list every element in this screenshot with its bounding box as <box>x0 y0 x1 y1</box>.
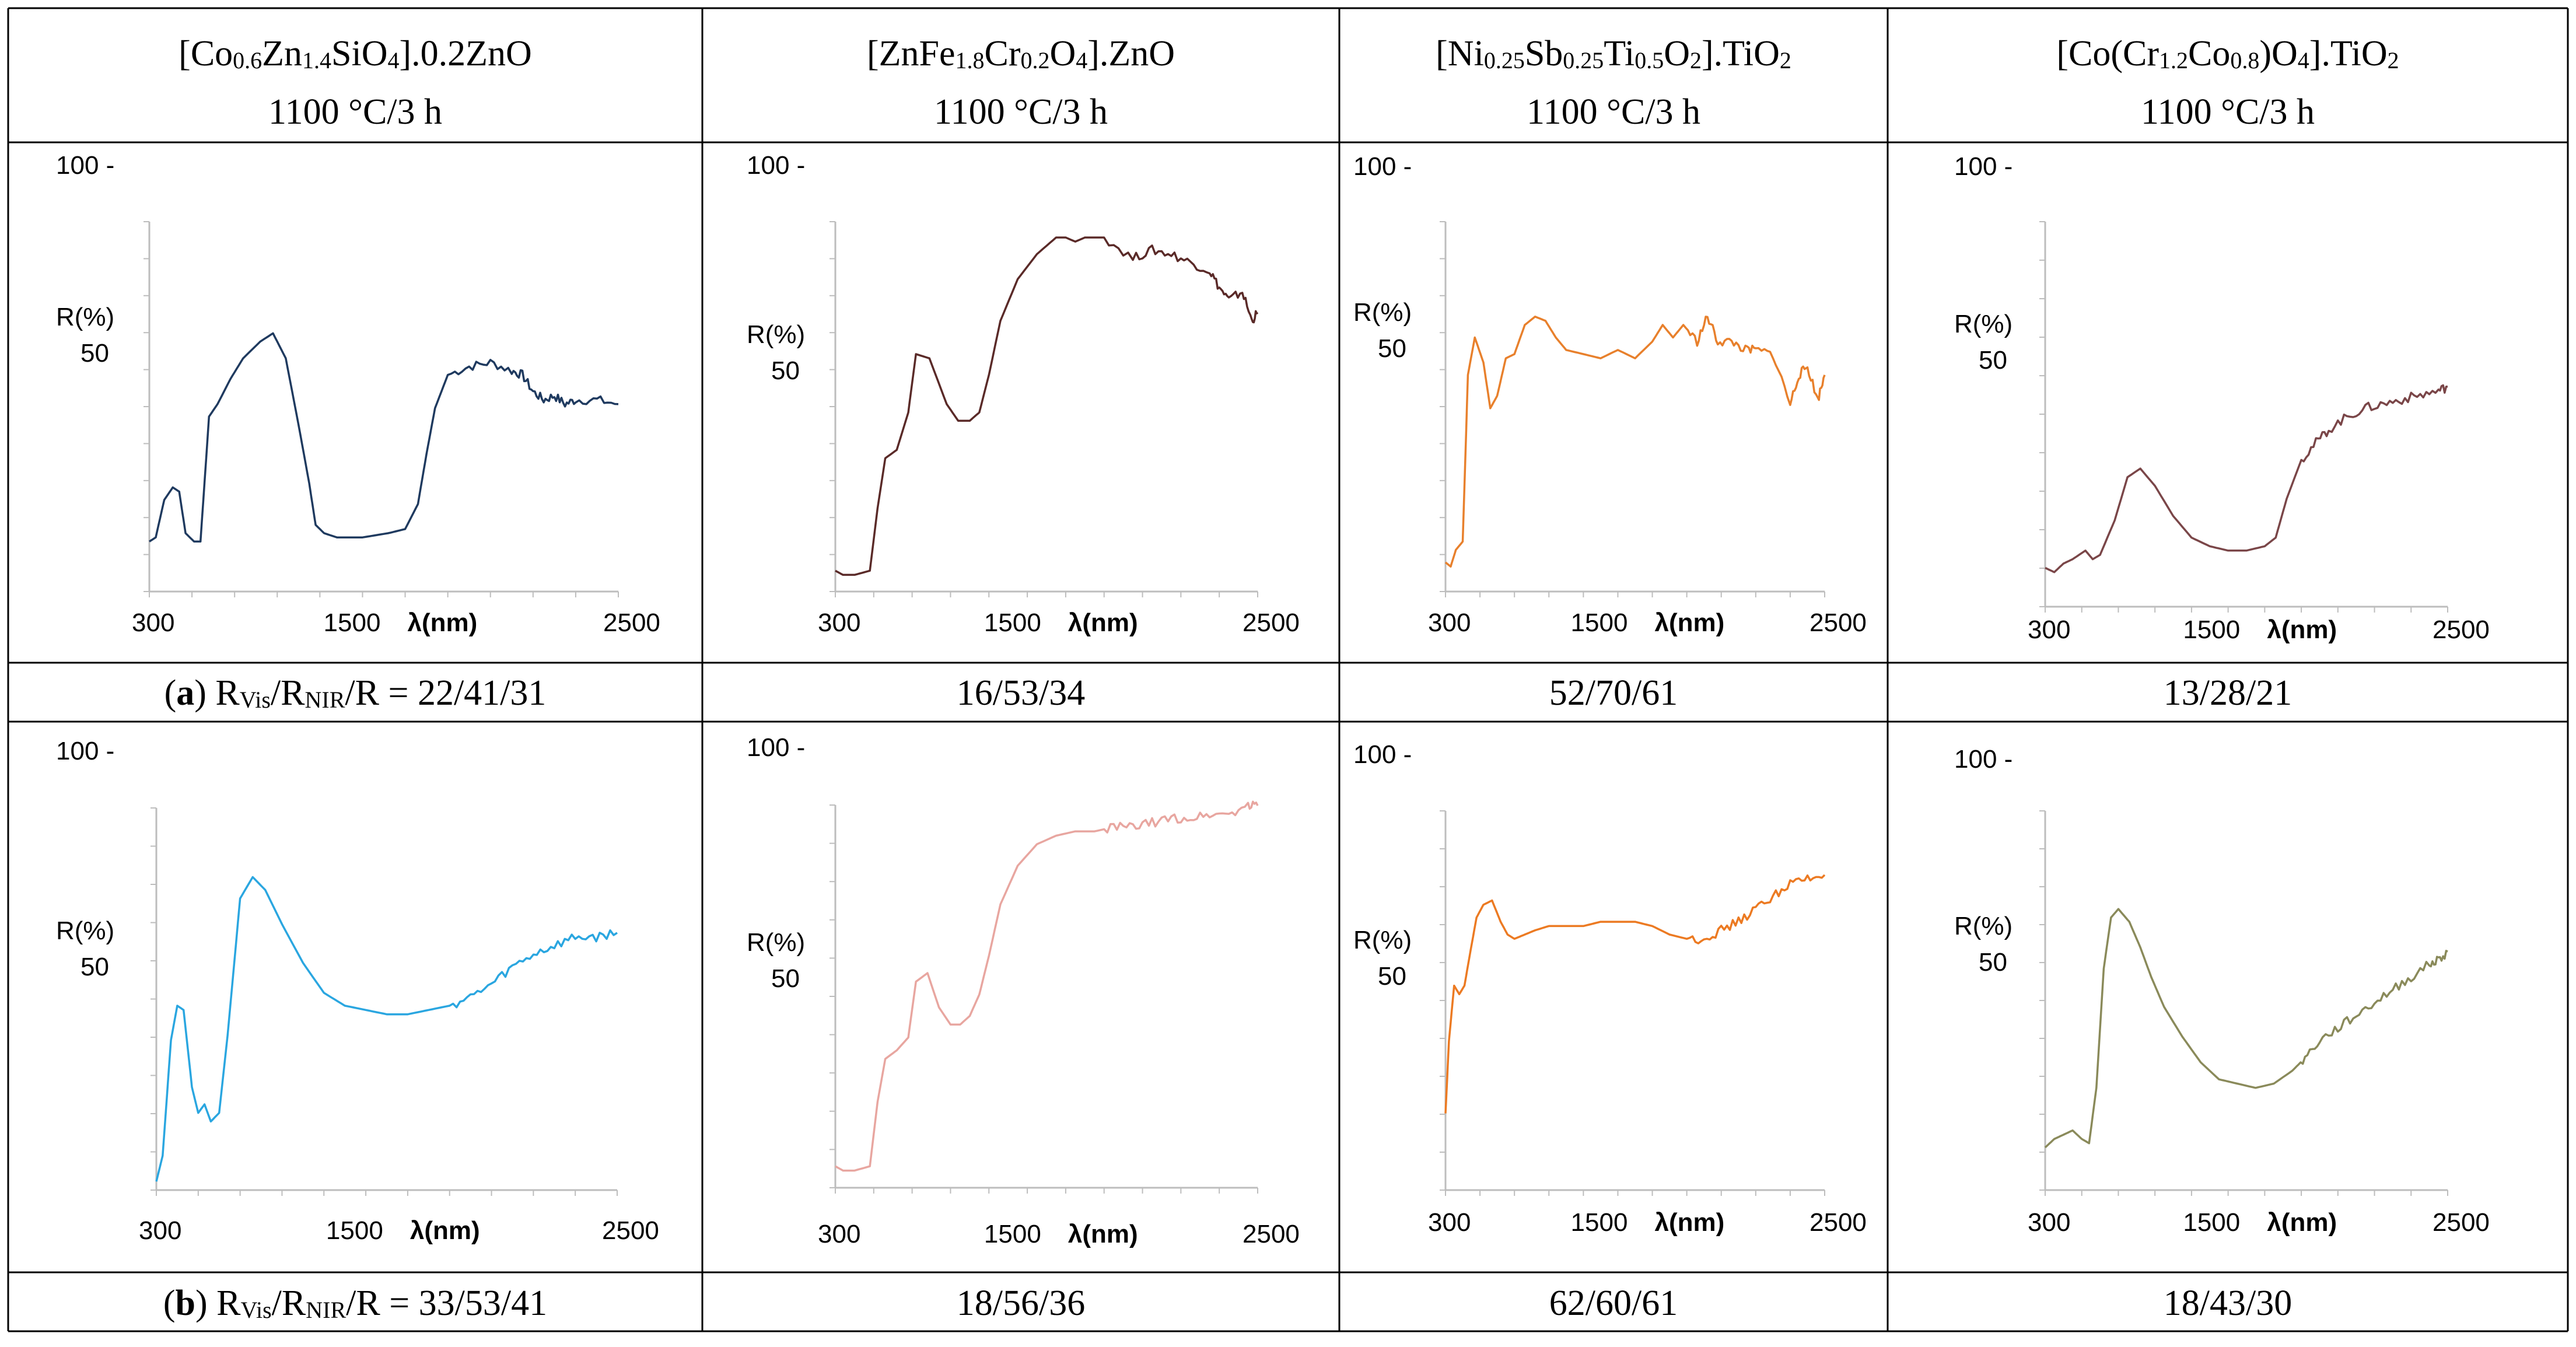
x-tick-label: 300 <box>2028 615 2070 644</box>
chart-panel-a-2: 100 - R(%) 50 300 1500 λ(nm) 2500 <box>747 151 1300 637</box>
x-tick-label: 300 <box>1428 608 1471 637</box>
chart-panel-b-4: 100 - R(%) 50 300 1500 λ(nm) 2500 <box>1954 745 2490 1237</box>
x-tick-label: 2500 <box>1242 608 1300 637</box>
x-tick-label: 2500 <box>2432 1208 2490 1237</box>
column-title: [Co0.6Zn1.4SiO4].0.2ZnO <box>178 34 532 74</box>
x-tick-label: 300 <box>818 608 860 637</box>
y-tick-label: 50 <box>80 953 109 981</box>
series-line <box>1444 874 1826 1114</box>
x-tick-label: 300 <box>1428 1208 1471 1237</box>
x-tick-label: 2500 <box>603 608 660 637</box>
x-tick-label: 2500 <box>1810 1208 1867 1237</box>
y-tick-label: 100 - <box>747 151 805 180</box>
x-tick-label: 1500 <box>984 1220 1041 1248</box>
y-axis-label: R(%) <box>1353 298 1412 327</box>
column-title: [Co(Cr1.2Co0.8)O4].TiO2 <box>2056 34 2399 74</box>
chart-panels: 100 - R(%) 50 300 1500 λ(nm) 2500 100 - R(%) 50 30… <box>56 151 2490 1248</box>
column-title: [Ni0.25Sb0.25Ti0.5O2].TiO2 <box>1436 34 1791 74</box>
y-tick-label: 50 <box>1979 346 2007 375</box>
x-tick-label: 1500 <box>1571 608 1628 637</box>
y-tick-label: 100 - <box>1954 745 2013 774</box>
x-tick-label: 2500 <box>1242 1220 1300 1248</box>
y-tick-label: 50 <box>771 964 800 993</box>
y-tick-label: 50 <box>1979 948 2007 977</box>
column-title: [ZnFe1.8Cr0.2O4].ZnO <box>867 34 1175 74</box>
y-axis-label: R(%) <box>56 916 114 945</box>
y-axis-label: R(%) <box>747 320 805 349</box>
column-condition: 1100 °C/3 h <box>1527 92 1700 132</box>
column-condition: 1100 °C/3 h <box>2141 92 2315 132</box>
y-tick-label: 100 - <box>1353 152 1412 181</box>
x-axis-label: λ(nm) <box>410 1216 480 1245</box>
series-line <box>149 332 619 543</box>
x-axis-label: λ(nm) <box>1655 608 1725 637</box>
y-tick-label: 50 <box>771 356 800 385</box>
y-tick-label: 50 <box>80 339 109 368</box>
y-tick-label: 100 - <box>56 737 114 765</box>
y-tick-label: 50 <box>1378 334 1406 363</box>
chart-panel-b-3: 100 - R(%) 50 300 1500 λ(nm) 2500 <box>1353 740 1867 1237</box>
x-tick-label: 1500 <box>324 608 381 637</box>
x-tick-label: 1500 <box>326 1216 383 1245</box>
y-tick-label: 100 - <box>56 151 114 180</box>
y-tick-label: 100 - <box>747 733 805 762</box>
column-condition: 1100 °C/3 h <box>268 92 442 132</box>
x-tick-label: 2500 <box>1810 608 1867 637</box>
caption-values: 18/56/36 <box>957 1283 1085 1323</box>
x-tick-label: 2500 <box>2432 615 2490 644</box>
chart-panel-a-4: 100 - R(%) 50 300 1500 λ(nm) 2500 <box>1954 152 2490 644</box>
x-axis-label: λ(nm) <box>1655 1208 1725 1237</box>
chart-panel-a-1: 100 - R(%) 50 300 1500 λ(nm) 2500 <box>56 151 660 637</box>
x-axis-label: λ(nm) <box>1068 1220 1138 1248</box>
y-tick-label: 100 - <box>1954 152 2013 181</box>
series-line <box>835 800 1259 1172</box>
x-tick-label: 1500 <box>2183 615 2240 644</box>
series-line <box>1444 316 1826 568</box>
x-axis-label: λ(nm) <box>408 608 478 637</box>
y-axis-label: R(%) <box>56 303 114 331</box>
x-tick-label: 300 <box>132 608 174 637</box>
x-tick-label: 300 <box>2028 1208 2070 1237</box>
y-tick-label: 100 - <box>1353 740 1412 769</box>
y-axis-label: R(%) <box>1353 926 1412 954</box>
x-tick-label: 2500 <box>602 1216 659 1245</box>
series-line <box>835 236 1259 576</box>
x-tick-label: 300 <box>818 1220 860 1248</box>
x-tick-label: 1500 <box>2183 1208 2240 1237</box>
caption-values: 16/53/34 <box>957 673 1085 713</box>
y-axis-label: R(%) <box>1954 310 2013 338</box>
caption-values: 13/28/21 <box>2164 673 2292 713</box>
chart-panel-b-2: 100 - R(%) 50 300 1500 λ(nm) 2500 <box>747 733 1300 1248</box>
caption-values: (b) RVis/RNIR/R = 33/53/41 <box>163 1283 547 1323</box>
x-tick-label: 1500 <box>984 608 1041 637</box>
table-grid <box>7 7 2569 1332</box>
row-label: b <box>176 1283 195 1323</box>
caption-values: 62/60/61 <box>1549 1283 1678 1323</box>
y-tick-label: 50 <box>1378 962 1406 991</box>
caption-values: 52/70/61 <box>1549 673 1678 713</box>
series-line <box>2044 908 2448 1149</box>
chart-panel-a-3: 100 - R(%) 50 300 1500 λ(nm) 2500 <box>1353 152 1867 637</box>
y-axis-label: R(%) <box>1954 912 2013 940</box>
caption-values: 18/43/30 <box>2164 1283 2292 1323</box>
caption-values: (a) RVis/RNIR/R = 22/41/31 <box>164 673 547 713</box>
column-condition: 1100 °C/3 h <box>934 92 1108 132</box>
series-line <box>2045 384 2448 573</box>
x-axis-label: λ(nm) <box>2267 615 2337 644</box>
x-tick-label: 300 <box>139 1216 181 1245</box>
x-tick-label: 1500 <box>1571 1208 1628 1237</box>
x-axis-label: λ(nm) <box>1068 608 1138 637</box>
series-line <box>155 876 618 1182</box>
column-headers: [Co0.6Zn1.4SiO4].0.2ZnO 1100 °C/3 h [ZnFe1… <box>178 34 2399 132</box>
y-axis-label: R(%) <box>747 928 805 957</box>
x-axis-label: λ(nm) <box>2267 1208 2337 1237</box>
chart-panel-b-1: 100 - R(%) 50 300 1500 λ(nm) 2500 <box>56 737 659 1245</box>
row-captions: (a) RVis/RNIR/R = 22/41/31 16/53/34 52/70/… <box>163 673 2292 1323</box>
row-label: a <box>176 673 194 713</box>
